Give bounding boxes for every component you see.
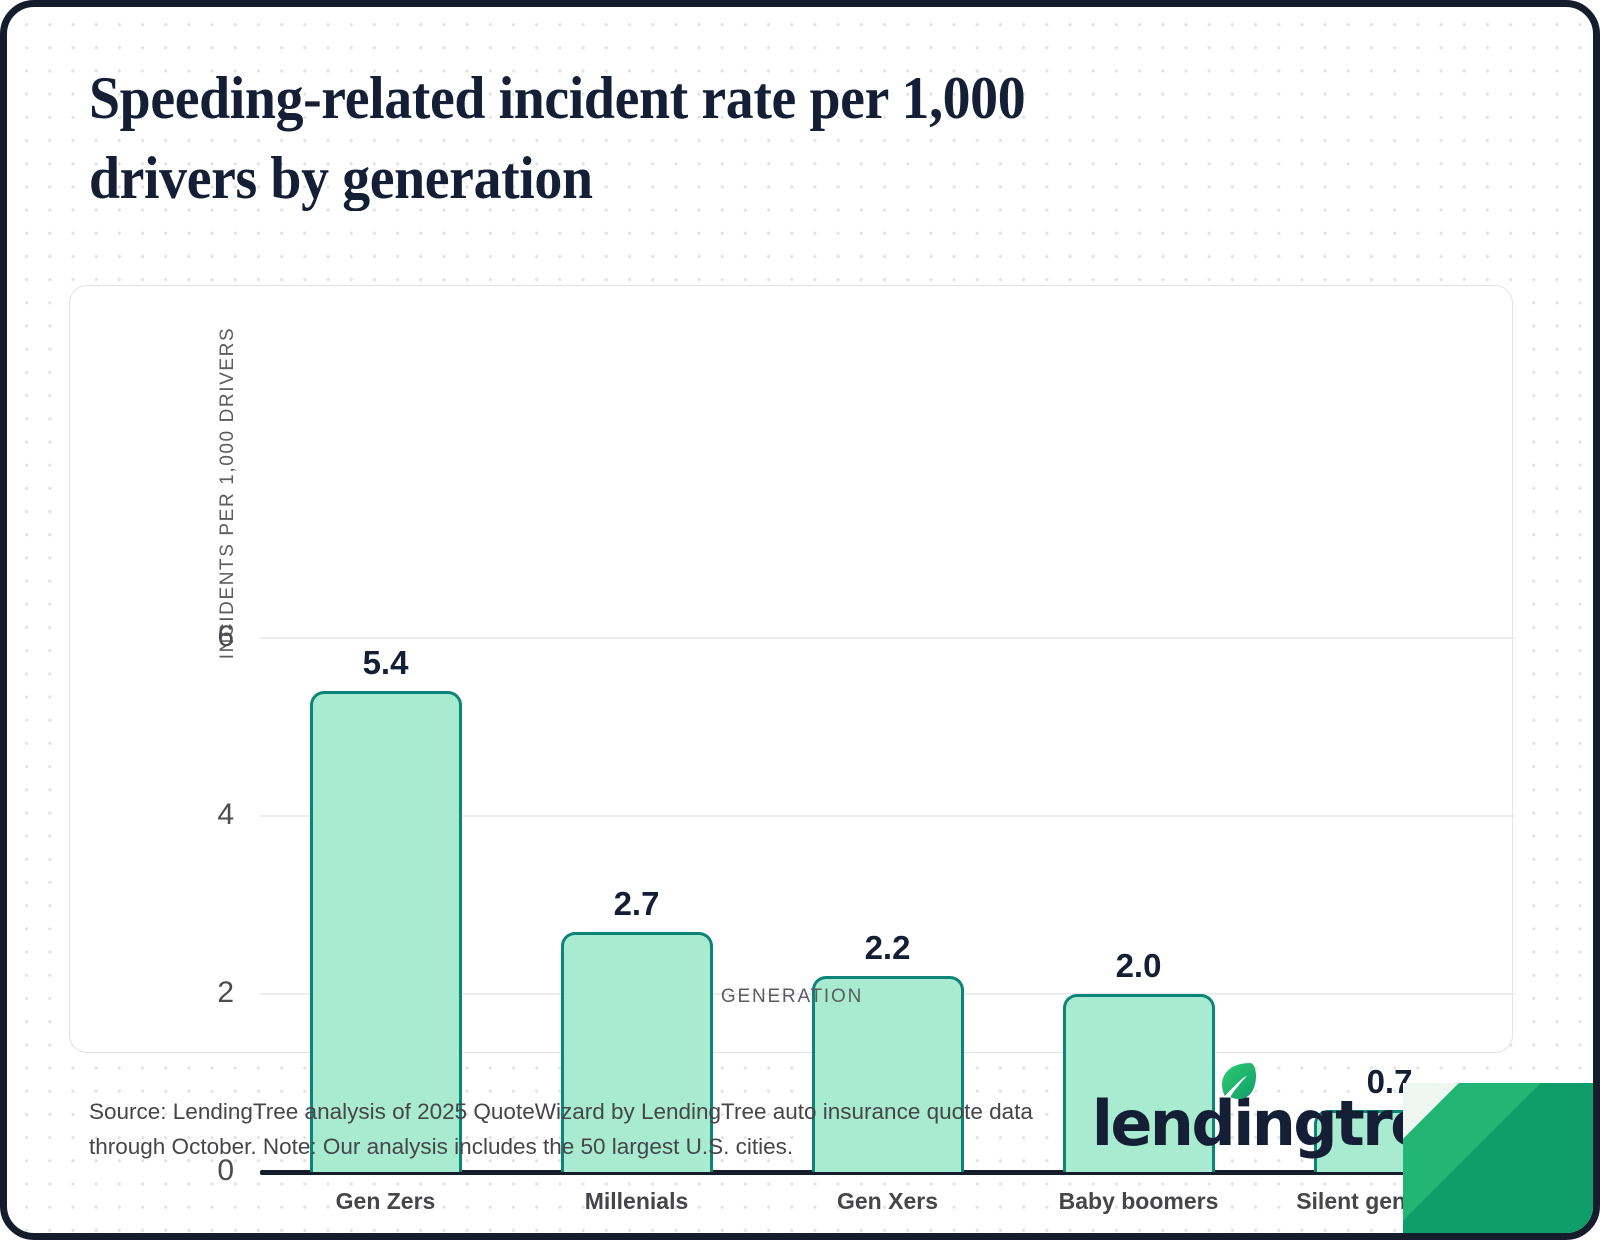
bar-value-label: 2.2 [864, 929, 911, 967]
x-tick-label: Gen Xers [837, 1188, 938, 1214]
y-tick-label: 6 [217, 620, 234, 653]
gridline [260, 815, 1515, 817]
source-note: Source: LendingTree analysis of 2025 Quo… [89, 1099, 1033, 1159]
x-tick-label: Baby boomers [1058, 1188, 1219, 1214]
page-title: Speeding-related incident rate per 1,000… [89, 65, 1026, 211]
x-axis-title: GENERATION [720, 986, 864, 1007]
y-tick-label: 0 [217, 1154, 234, 1187]
bar-group[interactable]: 2.0 Baby boomers [1013, 638, 1264, 1214]
plot-area: 5.4 Gen Zers 2.7 Millenials 2.2 Gen Xers 2.0 Ba… [260, 638, 1515, 1214]
gridline [260, 637, 1515, 639]
bar[interactable]: 2.0 [1062, 947, 1215, 1172]
bar-group[interactable]: 2.2 Gen Xers [762, 638, 1013, 1214]
bar[interactable]: 2.2 [811, 929, 964, 1172]
x-tick-label: Silent generation [1296, 1188, 1483, 1214]
y-tick-label: 2 [217, 976, 234, 1009]
logo-wordmark: lendingtree [1091, 1087, 1472, 1160]
bar[interactable]: 5.4 [309, 644, 462, 1172]
registered-mark: ® [1469, 1108, 1485, 1128]
bar-value-label: 2.0 [1115, 947, 1162, 984]
x-tick-label: Millenials [584, 1188, 689, 1214]
leaf-icon [1221, 1063, 1256, 1099]
bar-value-label: 2.7 [613, 884, 660, 922]
y-tick-label: 4 [217, 798, 234, 831]
bar-group[interactable]: 5.4 Gen Zers [260, 638, 511, 1214]
x-tick-label: Gen Zers [335, 1188, 436, 1214]
bar-value-label: 5.4 [362, 644, 409, 682]
bar-group[interactable]: 2.7 Millenials [511, 638, 762, 1214]
x-axis-baseline [260, 1170, 1515, 1175]
lendingtree-logo: lendingtree® [1092, 1063, 1485, 1155]
bar[interactable]: 2.7 [560, 885, 713, 1172]
